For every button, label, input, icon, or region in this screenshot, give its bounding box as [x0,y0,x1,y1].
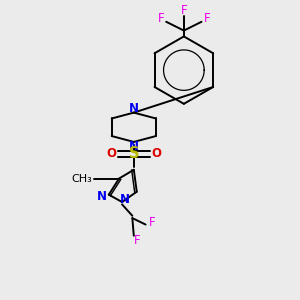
Text: F: F [158,12,164,25]
Text: O: O [107,147,117,160]
Text: N: N [119,193,129,206]
Text: O: O [151,147,161,160]
Text: F: F [203,12,210,25]
Text: N: N [129,102,139,115]
Text: F: F [149,216,155,229]
Text: S: S [129,146,139,161]
Text: N: N [97,190,107,202]
Text: F: F [134,235,140,248]
Text: F: F [181,4,187,17]
Text: CH₃: CH₃ [71,173,92,184]
Text: N: N [129,140,139,153]
